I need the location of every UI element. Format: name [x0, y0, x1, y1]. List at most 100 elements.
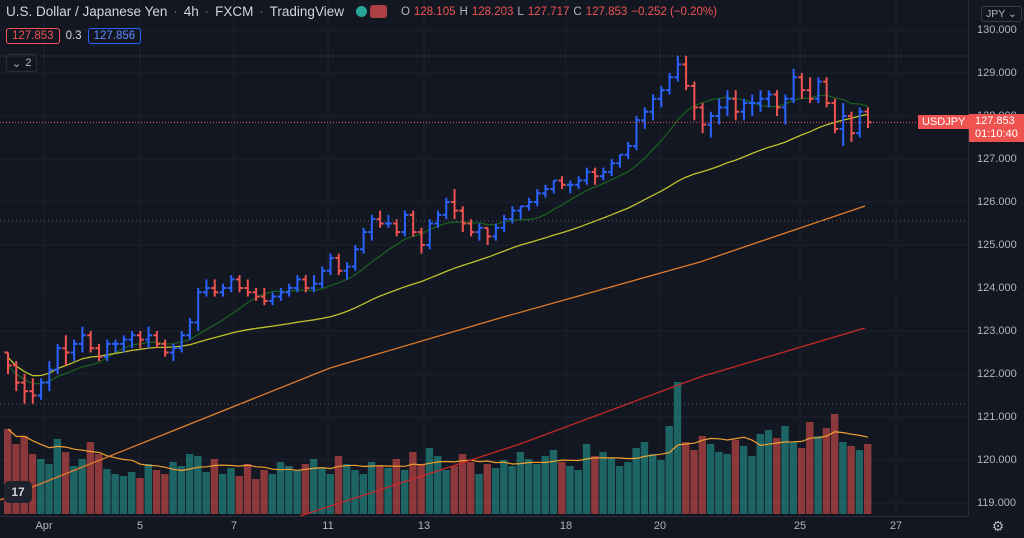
indicators-toggle[interactable]: ⌄ 2 [6, 54, 38, 72]
ohlc-bar [757, 90, 764, 112]
volume-bar [756, 434, 764, 514]
chevron-down-icon: ⌄ [12, 57, 22, 70]
time-axis[interactable]: Apr 5 7 11 13 18 20 25 27 [0, 516, 968, 538]
ohlc-bar [699, 103, 707, 134]
ohlc-bar [798, 73, 806, 99]
ohlc-bar [467, 219, 475, 237]
low-value: 127.717 [527, 5, 570, 18]
ohlc-bar [145, 326, 153, 349]
ohlc-values: O 128.105 H 128.203 L 127.717 C 127.853 −0.2… [401, 6, 717, 18]
volume-bar [524, 459, 533, 514]
trade-panel: 127.853 0.3 127.856 [6, 28, 142, 44]
ohlc-bar [484, 226, 492, 245]
ohlc-bar [459, 206, 467, 233]
volume-bar [533, 464, 541, 514]
volume-bar [12, 444, 20, 514]
ohlc-bar [54, 343, 62, 374]
ohlc-bar [219, 283, 227, 297]
price-tick: 122.000 [977, 368, 1017, 380]
ohlc-bar [409, 210, 417, 237]
ohlc-bar [351, 245, 359, 271]
ohlc-bar [517, 205, 525, 220]
volume-bar [673, 382, 682, 514]
ohlc-bar [690, 81, 698, 121]
volume-bar [739, 446, 748, 514]
ohlc-bar [550, 179, 558, 194]
ma-fast-line [7, 94, 869, 385]
volume-bar [624, 462, 632, 514]
volume-bar [119, 476, 128, 514]
volume-bar [136, 478, 144, 514]
ohlc-bar [492, 223, 500, 241]
ohlc-bar [839, 103, 847, 147]
volume-bar [582, 444, 591, 514]
chart-legend: U.S. Dollar / Japanese Yen · 4h · FXCM ·… [6, 4, 717, 19]
gear-icon[interactable]: ⚙ [991, 517, 1005, 534]
ohlc-bar [823, 77, 831, 108]
time-tick: 7 [230, 520, 238, 532]
ohlc-bar [95, 343, 103, 362]
ohlc-bar [236, 275, 244, 293]
price-tick: 127.000 [977, 153, 1017, 165]
ohlc-bar [525, 197, 533, 211]
volume-bar [665, 426, 673, 514]
ma-long-line [299, 327, 866, 516]
ohlc-bar [318, 266, 326, 288]
volume-bar [855, 450, 864, 514]
price-chart[interactable] [0, 0, 968, 516]
volume-bar [309, 459, 318, 514]
volume-bar [219, 474, 227, 514]
ohlc-bar [260, 288, 268, 306]
volume-bar [285, 466, 293, 514]
ohlc-bar [12, 361, 20, 392]
time-tick: 11 [322, 520, 334, 532]
volume-bar [128, 472, 136, 514]
volume-bar [483, 464, 492, 514]
ohlc-bar [112, 339, 119, 353]
ohlc-bar [740, 98, 748, 121]
ohlc-bar [178, 331, 186, 353]
tradingview-logo[interactable]: 17 [4, 481, 32, 503]
volume-bar [384, 468, 392, 514]
ohlc-bar [533, 189, 541, 207]
time-tick: 13 [417, 520, 431, 532]
price-tick: 129.000 [977, 67, 1017, 79]
volume-bar [343, 464, 351, 514]
ohlc-bar [120, 335, 128, 353]
volume-bar [491, 468, 500, 514]
volume-bar [516, 452, 525, 514]
time-tick: 5 [136, 520, 144, 532]
open-label: O [400, 5, 410, 18]
spread-value: 0.3 [65, 30, 82, 42]
market-status[interactable] [355, 5, 387, 18]
currency-button[interactable]: JPY ⌄ [981, 6, 1022, 22]
time-tick: 20 [653, 520, 667, 532]
ohlc-bar [393, 219, 401, 237]
ohlc-bar [558, 176, 566, 190]
symbol-name[interactable]: U.S. Dollar / Japanese Yen [6, 4, 168, 19]
volume-bar [152, 470, 161, 514]
volume-bar [268, 474, 277, 514]
ohlc-bar [211, 279, 219, 297]
sell-button[interactable]: 127.853 [6, 28, 60, 44]
volume-bar [458, 454, 467, 514]
volume-bar [276, 462, 285, 514]
volume-bar [847, 446, 855, 514]
ohlc-bar [202, 279, 210, 297]
ohlc-bar [227, 275, 235, 293]
ohlc-bar [847, 111, 855, 142]
time-tick: 27 [889, 520, 903, 532]
volume-bar [400, 470, 409, 514]
low-label: L [517, 5, 524, 18]
volume-bar [475, 474, 483, 514]
buy-button[interactable]: 127.856 [87, 28, 142, 44]
high-value: 128.203 [471, 5, 514, 18]
ohlc-bar [806, 77, 814, 104]
interval[interactable]: 4h [183, 4, 199, 19]
price-tick: 123.000 [977, 325, 1017, 337]
ohlc-bar [608, 159, 616, 177]
price-axis[interactable]: 130.000129.000128.000127.000126.000125.0… [968, 0, 1024, 516]
ohlc-bar [500, 214, 508, 233]
volume-bar [334, 456, 343, 514]
ohlc-bar [451, 189, 459, 220]
